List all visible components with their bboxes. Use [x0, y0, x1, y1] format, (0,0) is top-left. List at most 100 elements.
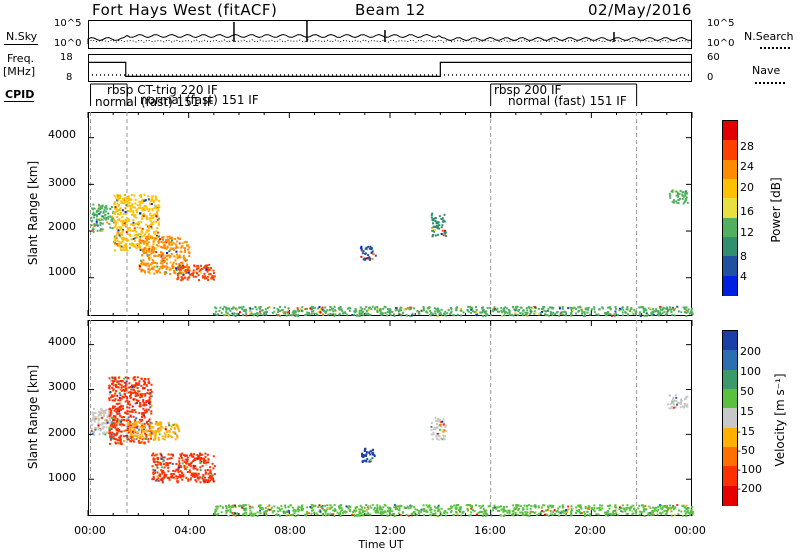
data-pixel	[542, 510, 545, 513]
data-pixel	[132, 377, 135, 380]
data-pixel	[278, 507, 281, 510]
data-pixel	[638, 513, 641, 516]
data-pixel	[565, 509, 568, 512]
data-pixel	[442, 418, 445, 421]
data-pixel	[143, 250, 145, 253]
data-pixel	[230, 307, 233, 310]
data-pixel	[121, 237, 124, 240]
nsearch-legend-line	[760, 47, 790, 49]
data-pixel	[90, 419, 93, 422]
data-pixel	[165, 265, 168, 268]
data-pixel	[233, 312, 236, 315]
data-pixel	[211, 477, 214, 480]
data-pixel	[103, 409, 105, 412]
data-pixel	[214, 508, 217, 511]
data-pixel	[522, 507, 525, 510]
data-pixel	[160, 253, 163, 256]
data-pixel	[141, 235, 144, 238]
data-pixel	[163, 265, 166, 268]
data-pixel	[159, 423, 162, 426]
data-pixel	[160, 422, 163, 424]
data-pixel	[365, 504, 368, 506]
data-pixel	[484, 514, 487, 517]
data-pixel	[116, 439, 119, 442]
data-pixel	[230, 505, 233, 508]
data-pixel	[138, 200, 141, 203]
data-pixel	[681, 191, 684, 194]
data-pixel	[184, 257, 187, 260]
data-pixel	[113, 409, 116, 412]
data-pixel	[302, 507, 305, 510]
data-pixel	[271, 312, 274, 314]
data-pixel	[172, 242, 175, 245]
data-pixel	[112, 217, 115, 220]
data-pixel	[389, 509, 392, 512]
data-pixel	[254, 313, 257, 315]
data-pixel	[185, 476, 188, 479]
data-pixel	[192, 459, 195, 462]
data-pixel	[152, 426, 155, 429]
data-pixel	[534, 306, 537, 309]
data-pixel	[670, 407, 673, 410]
data-pixel	[99, 412, 101, 414]
data-pixel	[201, 464, 204, 467]
velocity-cbar-tick-m200: -200	[737, 482, 762, 495]
data-pixel	[624, 311, 627, 314]
data-pixel	[179, 271, 182, 274]
data-pixel	[291, 314, 294, 316]
data-pixel	[447, 309, 450, 312]
data-pixel	[575, 312, 577, 315]
data-pixel	[125, 246, 127, 249]
data-pixel	[95, 221, 98, 224]
data-pixel	[481, 315, 484, 318]
data-pixel	[673, 399, 676, 402]
data-pixel	[690, 506, 693, 509]
data-pixel	[167, 254, 170, 257]
data-pixel	[140, 395, 143, 398]
data-pixel	[341, 512, 344, 514]
data-pixel	[434, 312, 437, 315]
data-pixel	[109, 435, 111, 438]
data-pixel	[173, 428, 176, 431]
data-pixel	[481, 311, 484, 314]
data-pixel	[126, 422, 129, 425]
data-pixel	[101, 427, 104, 430]
data-pixel	[178, 462, 181, 465]
data-pixel	[167, 434, 170, 436]
data-pixel	[394, 309, 397, 312]
data-pixel	[119, 383, 122, 386]
data-pixel	[166, 458, 169, 461]
data-pixel	[154, 262, 157, 265]
data-pixel	[171, 241, 174, 244]
data-pixel	[131, 223, 134, 226]
data-pixel	[362, 258, 365, 261]
data-pixel	[206, 453, 209, 456]
data-pixel	[190, 273, 193, 276]
data-pixel	[485, 513, 488, 516]
data-pixel	[111, 376, 114, 379]
data-pixel	[631, 510, 634, 513]
data-pixel	[114, 398, 117, 401]
data-pixel	[279, 314, 282, 317]
data-pixel	[551, 513, 554, 516]
data-pixel	[129, 243, 131, 245]
data-pixel	[658, 305, 661, 308]
data-pixel	[224, 512, 227, 515]
data-pixel	[473, 311, 476, 313]
data-pixel	[330, 513, 333, 516]
data-pixel	[132, 237, 135, 240]
data-pixel	[125, 218, 128, 221]
data-pixel	[666, 310, 669, 313]
data-pixel	[354, 507, 357, 510]
data-pixel	[297, 513, 300, 516]
data-pixel	[156, 460, 159, 463]
data-pixel	[100, 411, 103, 414]
data-pixel	[152, 216, 155, 219]
data-pixel	[621, 510, 624, 513]
data-pixel	[128, 233, 131, 236]
data-pixel	[97, 425, 100, 428]
cpid-underline	[4, 101, 34, 102]
data-pixel	[652, 513, 655, 516]
data-pixel	[101, 207, 103, 210]
data-pixel	[680, 402, 682, 405]
